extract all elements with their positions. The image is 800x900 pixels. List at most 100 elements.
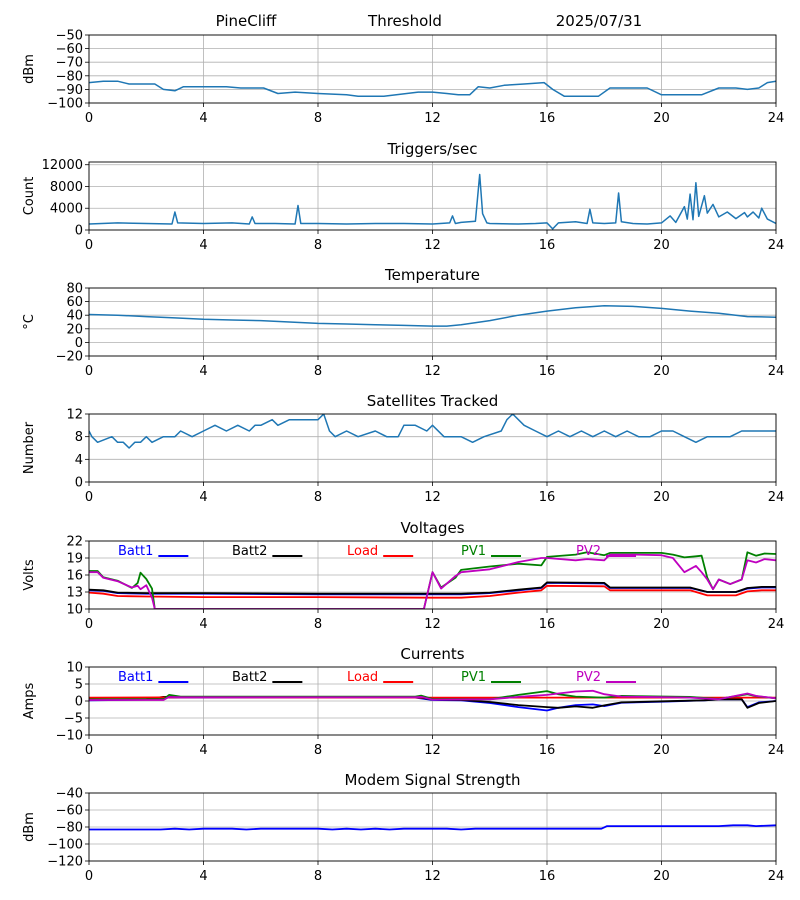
triggers-ytick-label: 4000 <box>50 202 83 217</box>
triggers-xtick-label: 0 <box>85 238 93 253</box>
currents-ytick-label: 10 <box>66 661 83 676</box>
modem-xtick-label: 16 <box>539 869 556 884</box>
signal-ytick-label: −90 <box>56 83 83 98</box>
modem-xtick-label: 0 <box>85 869 93 884</box>
triggers-xtick-label: 4 <box>199 238 207 253</box>
modem-xtick-label: 4 <box>199 869 207 884</box>
signal-panel: 0 4 8 12 16 20 24 −100−90−80−70−60−50 dBm <box>22 29 784 127</box>
currents-ytick-label: −5 <box>64 712 83 727</box>
currents-ytick-label: 5 <box>75 678 83 693</box>
satellites-xtick-label: 12 <box>424 490 441 505</box>
triggers-xtick-label: 8 <box>314 238 322 253</box>
temperature-xtick-label: 16 <box>539 364 556 379</box>
voltages-legend-label: Batt1 <box>118 544 153 559</box>
temperature-ytick-label: 20 <box>66 322 83 337</box>
voltages-ytick-label: 13 <box>66 586 83 601</box>
satellites-title: Satellites Tracked <box>367 392 498 410</box>
temperature-ytick-label: 0 <box>75 336 83 351</box>
modem-ylabel: dBm <box>22 812 37 842</box>
temperature-xtick-label: 20 <box>653 364 670 379</box>
temperature-series-line <box>89 304 776 327</box>
satellites-xtick-label: 20 <box>653 490 670 505</box>
triggers-xtick-label: 16 <box>539 238 556 253</box>
temperature-ytick-label: −20 <box>56 350 83 365</box>
date-label: 2025/07/31 <box>556 12 642 30</box>
currents-legend-label: PV1 <box>461 670 486 685</box>
satellites-ytick-label: 12 <box>66 408 83 423</box>
triggers-xtick-label: 24 <box>768 238 785 253</box>
signal-series-line <box>89 80 776 97</box>
currents-ytick-label: 0 <box>75 695 83 710</box>
currents-legend-label: PV2 <box>576 670 601 685</box>
signal-xtick-label: 0 <box>85 111 93 126</box>
currents-xtick-label: 24 <box>768 743 785 758</box>
modem-ytick-label: −100 <box>47 838 83 853</box>
modem-series-line <box>89 824 776 831</box>
signal-ylabel: dBm <box>22 54 37 84</box>
currents-title: Currents <box>400 645 464 663</box>
currents-legend-label: Load <box>347 670 378 685</box>
temperature-ytick-label: 40 <box>66 309 83 324</box>
satellites-ytick-label: 0 <box>75 476 83 491</box>
satellites-ytick-label: 4 <box>75 453 83 468</box>
signal-xtick-label: 8 <box>314 111 322 126</box>
signal-xtick-label: 4 <box>199 111 207 126</box>
modem-ytick-label: −120 <box>47 855 83 870</box>
voltages-ytick-label: 16 <box>66 569 83 584</box>
voltages-ytick-label: 22 <box>66 535 83 550</box>
signal-ytick-label: −80 <box>56 69 83 84</box>
temperature-ylabel: °C <box>22 314 37 330</box>
satellites-xtick-label: 4 <box>199 490 207 505</box>
voltages-ylabel: Volts <box>22 559 37 591</box>
currents-xtick-label: 20 <box>653 743 670 758</box>
voltages-xtick-label: 24 <box>768 617 785 632</box>
signal-xtick-label: 12 <box>424 111 441 126</box>
triggers-xtick-label: 20 <box>653 238 670 253</box>
temperature-title: Temperature <box>384 266 480 284</box>
voltages-xtick-label: 12 <box>424 617 441 632</box>
voltages-ytick-label: 19 <box>66 552 83 567</box>
triggers-series-line <box>89 173 776 230</box>
triggers-ytick-label: 12000 <box>42 158 83 173</box>
voltages-ytick-label: 10 <box>66 603 83 618</box>
triggers-ylabel: Count <box>22 177 37 216</box>
signal-xtick-label: 16 <box>539 111 556 126</box>
currents-xtick-label: 8 <box>314 743 322 758</box>
temperature-xtick-label: 0 <box>85 364 93 379</box>
voltages-series-pv2 <box>89 553 776 609</box>
signal-ytick-label: −50 <box>56 29 83 44</box>
voltages-xtick-label: 0 <box>85 617 93 632</box>
modem-ytick-label: −40 <box>56 787 83 802</box>
triggers-ytick-label: 8000 <box>50 180 83 195</box>
currents-series-pv2 <box>89 689 776 701</box>
satellites-ytick-label: 8 <box>75 430 83 445</box>
voltages-xtick-label: 20 <box>653 617 670 632</box>
modem-xtick-label: 8 <box>314 869 322 884</box>
temperature-ytick-label: 60 <box>66 295 83 310</box>
modem-ytick-label: −60 <box>56 804 83 819</box>
temperature-xtick-label: 8 <box>314 364 322 379</box>
modem-title: Modem Signal Strength <box>345 771 521 789</box>
signal-ytick-label: −100 <box>47 97 83 112</box>
signal-xtick-label: 20 <box>653 111 670 126</box>
currents-xtick-label: 16 <box>539 743 556 758</box>
satellites-xtick-label: 8 <box>314 490 322 505</box>
voltages-legend-label: PV1 <box>461 544 486 559</box>
triggers-ytick-label: 0 <box>75 224 83 239</box>
modem-xtick-label: 12 <box>424 869 441 884</box>
signal-xtick-label: 24 <box>768 111 785 126</box>
voltages-series-batt2 <box>89 581 776 595</box>
satellites-xtick-label: 0 <box>85 490 93 505</box>
voltages-xtick-label: 16 <box>539 617 556 632</box>
temperature-ytick-label: 80 <box>66 282 83 297</box>
currents-legend-label: Batt2 <box>232 670 267 685</box>
voltages-legend-label: Batt2 <box>232 544 267 559</box>
signal-ytick-label: −70 <box>56 56 83 71</box>
satellites-xtick-label: 16 <box>539 490 556 505</box>
satellites-ylabel: Number <box>22 421 37 474</box>
satellites-series-line <box>89 414 776 449</box>
currents-xtick-label: 4 <box>199 743 207 758</box>
modem-xtick-label: 24 <box>768 869 785 884</box>
triggers-xtick-label: 12 <box>424 238 441 253</box>
